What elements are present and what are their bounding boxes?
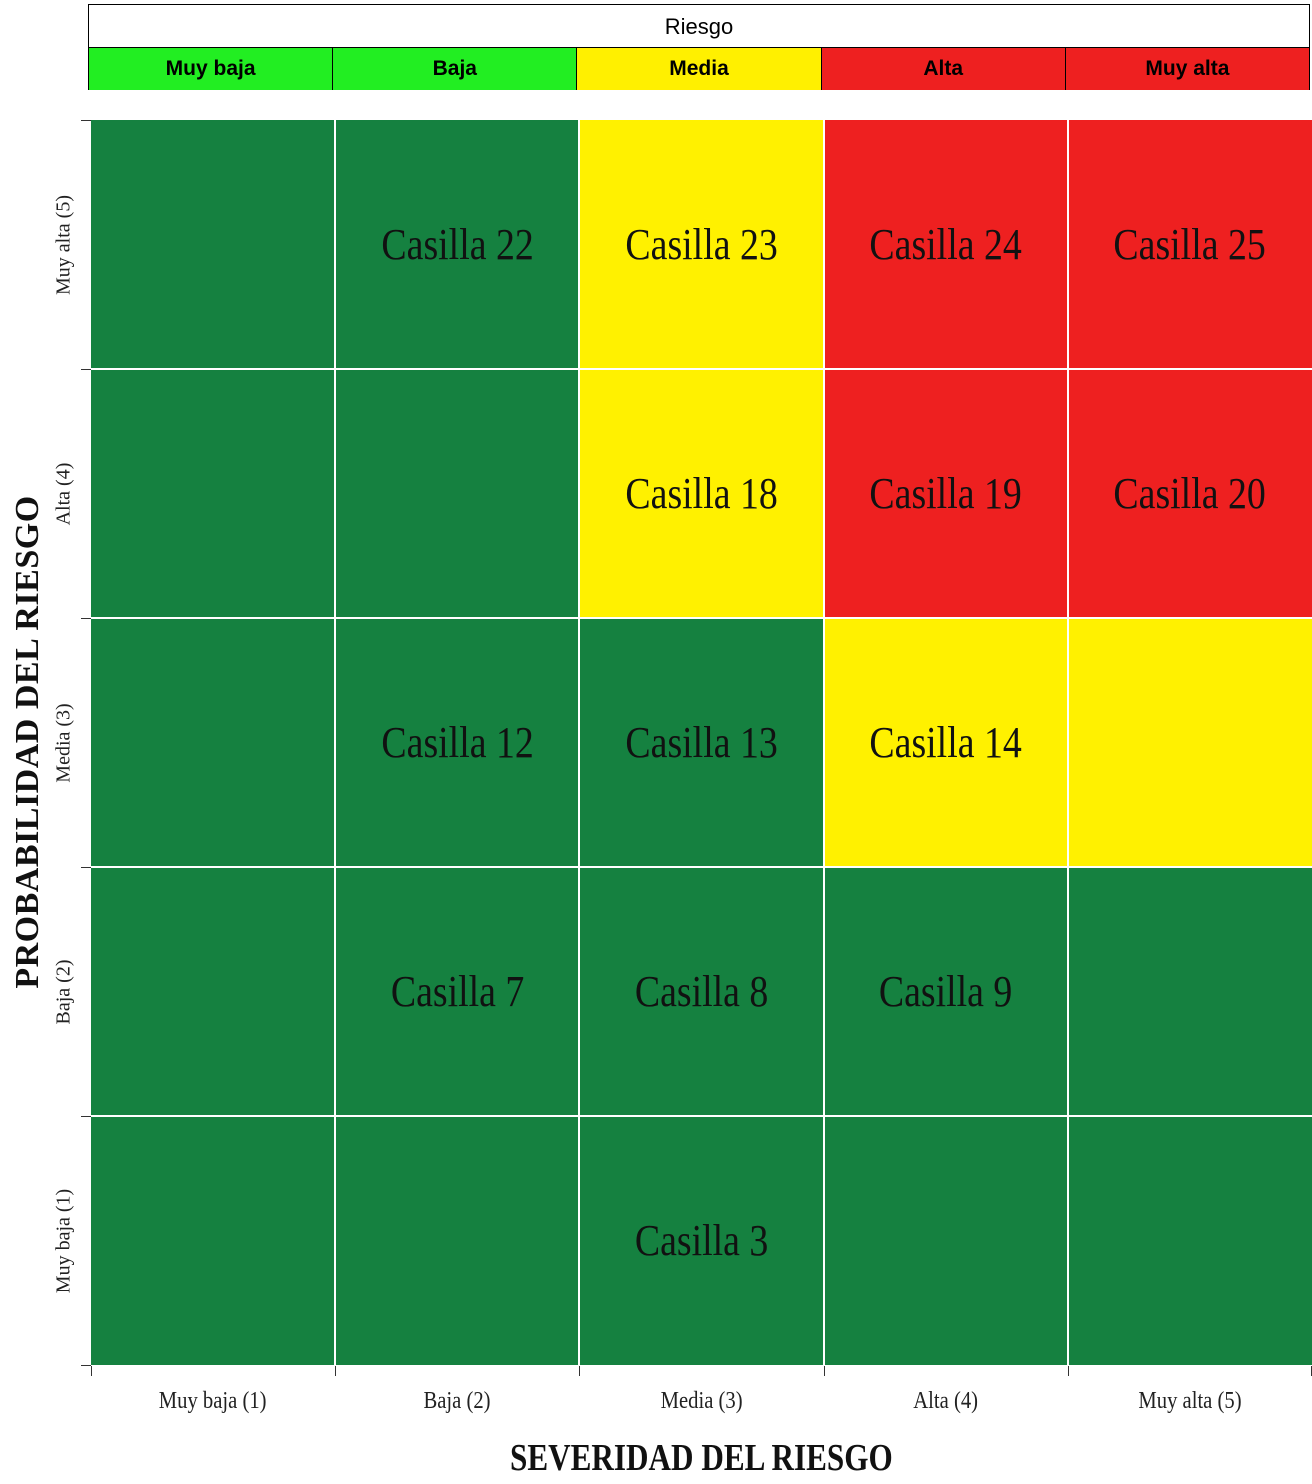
matrix-cell: Casilla 3 bbox=[579, 1116, 824, 1365]
x-tick-mark bbox=[335, 1366, 337, 1376]
matrix-cell: Casilla 12 bbox=[335, 618, 580, 867]
y-tick-mark bbox=[81, 1116, 91, 1117]
x-tick-mark bbox=[823, 1366, 825, 1376]
x-tick-label-text: Media (3) bbox=[660, 1388, 743, 1414]
cell-label: Casilla 9 bbox=[878, 967, 1013, 1016]
matrix-cell: Casilla 20 bbox=[1067, 369, 1312, 618]
y-tick-label: Muy alta (5) bbox=[52, 194, 75, 295]
matrix-cell bbox=[823, 1116, 1068, 1365]
y-tick-label: Media (3) bbox=[52, 702, 75, 783]
y-tick-mark bbox=[81, 618, 91, 619]
cell-label: Casilla 12 bbox=[381, 718, 534, 767]
grid-line-vertical bbox=[1066, 120, 1069, 1365]
grid-line-vertical bbox=[822, 120, 825, 1365]
x-tick-label-text: Muy alta (5) bbox=[1138, 1388, 1242, 1414]
x-tick-label-text: Baja (2) bbox=[423, 1388, 491, 1414]
matrix-cell: Casilla 24 bbox=[823, 120, 1068, 369]
grid-line-horizontal bbox=[91, 866, 1312, 868]
matrix-cell: Casilla 14 bbox=[823, 618, 1068, 867]
matrix-cell: Casilla 7 bbox=[335, 867, 580, 1116]
risk-legend: Riesgo Muy baja Baja Media Alta Muy alta bbox=[88, 4, 1310, 90]
cell-label: Casilla 22 bbox=[381, 220, 534, 269]
grid-line-horizontal bbox=[91, 617, 1312, 619]
y-tick-label: Muy baja (1) bbox=[52, 1188, 75, 1293]
x-tick-label: Muy alta (5) bbox=[1068, 1388, 1312, 1415]
x-tick-label: Muy baja (1) bbox=[91, 1388, 335, 1415]
cell-label: Casilla 8 bbox=[634, 967, 769, 1016]
matrix-cell bbox=[91, 120, 336, 369]
x-tick-mark bbox=[579, 1366, 581, 1376]
x-tick-label: Alta (4) bbox=[824, 1388, 1068, 1415]
x-tick-label: Baja (2) bbox=[335, 1388, 579, 1415]
matrix-cell: Casilla 25 bbox=[1067, 120, 1312, 369]
legend-levels: Muy baja Baja Media Alta Muy alta bbox=[89, 48, 1310, 90]
x-tick-label: Media (3) bbox=[579, 1388, 823, 1415]
cell-label: Casilla 18 bbox=[625, 469, 778, 518]
risk-matrix: Casilla 22 Casilla 23 Casilla 24 Casilla 25… bbox=[91, 120, 1312, 1365]
y-tick-label: Alta (4) bbox=[52, 462, 75, 525]
y-tick-mark bbox=[81, 120, 91, 121]
cell-label: Casilla 7 bbox=[390, 967, 525, 1016]
legend-level-2: Media bbox=[577, 48, 822, 90]
matrix-cell bbox=[91, 1116, 336, 1365]
matrix-cell bbox=[335, 1116, 580, 1365]
grid-line-vertical bbox=[334, 120, 337, 1365]
matrix-cell: Casilla 18 bbox=[579, 369, 824, 618]
x-axis-title-text: SEVERIDAD DEL RIESGO bbox=[510, 1437, 893, 1479]
cell-label: Casilla 3 bbox=[634, 1216, 769, 1265]
cell-label: Casilla 23 bbox=[625, 220, 778, 269]
cell-label: Casilla 24 bbox=[869, 220, 1022, 269]
x-axis-title: SEVERIDAD DEL RIESGO bbox=[91, 1436, 1312, 1480]
y-tick-mark bbox=[81, 867, 91, 868]
legend-level-0: Muy baja bbox=[89, 48, 334, 90]
x-tick-mark bbox=[91, 1366, 92, 1376]
y-tick-mark bbox=[81, 1365, 91, 1366]
cell-label: Casilla 19 bbox=[869, 469, 1022, 518]
matrix-cell bbox=[91, 618, 336, 867]
cell-label: Casilla 20 bbox=[1113, 469, 1267, 518]
matrix-cell: Casilla 19 bbox=[823, 369, 1068, 618]
matrix-cell bbox=[91, 867, 336, 1116]
y-tick-mark bbox=[81, 369, 91, 370]
legend-title: Riesgo bbox=[89, 5, 1309, 48]
matrix-cell: Casilla 23 bbox=[579, 120, 824, 369]
x-tick-mark bbox=[1067, 1366, 1069, 1376]
cell-label: Casilla 13 bbox=[625, 718, 778, 767]
y-axis-title: PROBABILIDAD DEL RIESGO bbox=[9, 495, 46, 989]
legend-level-4: Muy alta bbox=[1065, 48, 1310, 90]
cell-label: Casilla 14 bbox=[869, 718, 1022, 767]
grid-line-horizontal bbox=[91, 1115, 1312, 1117]
matrix-cell bbox=[1067, 1116, 1312, 1365]
x-tick-label-text: Muy baja (1) bbox=[159, 1388, 267, 1414]
matrix-cell: Casilla 22 bbox=[335, 120, 580, 369]
cell-label: Casilla 25 bbox=[1113, 220, 1267, 269]
matrix-cell: Casilla 13 bbox=[579, 618, 824, 867]
matrix-cell bbox=[91, 369, 336, 618]
grid-line-horizontal bbox=[91, 368, 1312, 370]
y-tick-label: Baja (2) bbox=[52, 959, 75, 1024]
matrix-cell: Casilla 9 bbox=[823, 867, 1068, 1116]
legend-level-3: Alta bbox=[821, 48, 1066, 90]
matrix-cell bbox=[335, 369, 580, 618]
matrix-cell: Casilla 8 bbox=[579, 867, 824, 1116]
legend-level-1: Baja bbox=[333, 48, 578, 90]
x-tick-label-text: Alta (4) bbox=[913, 1388, 979, 1414]
matrix-cell bbox=[1067, 867, 1312, 1116]
grid-line-vertical bbox=[578, 120, 581, 1365]
matrix-cell bbox=[1067, 618, 1312, 867]
